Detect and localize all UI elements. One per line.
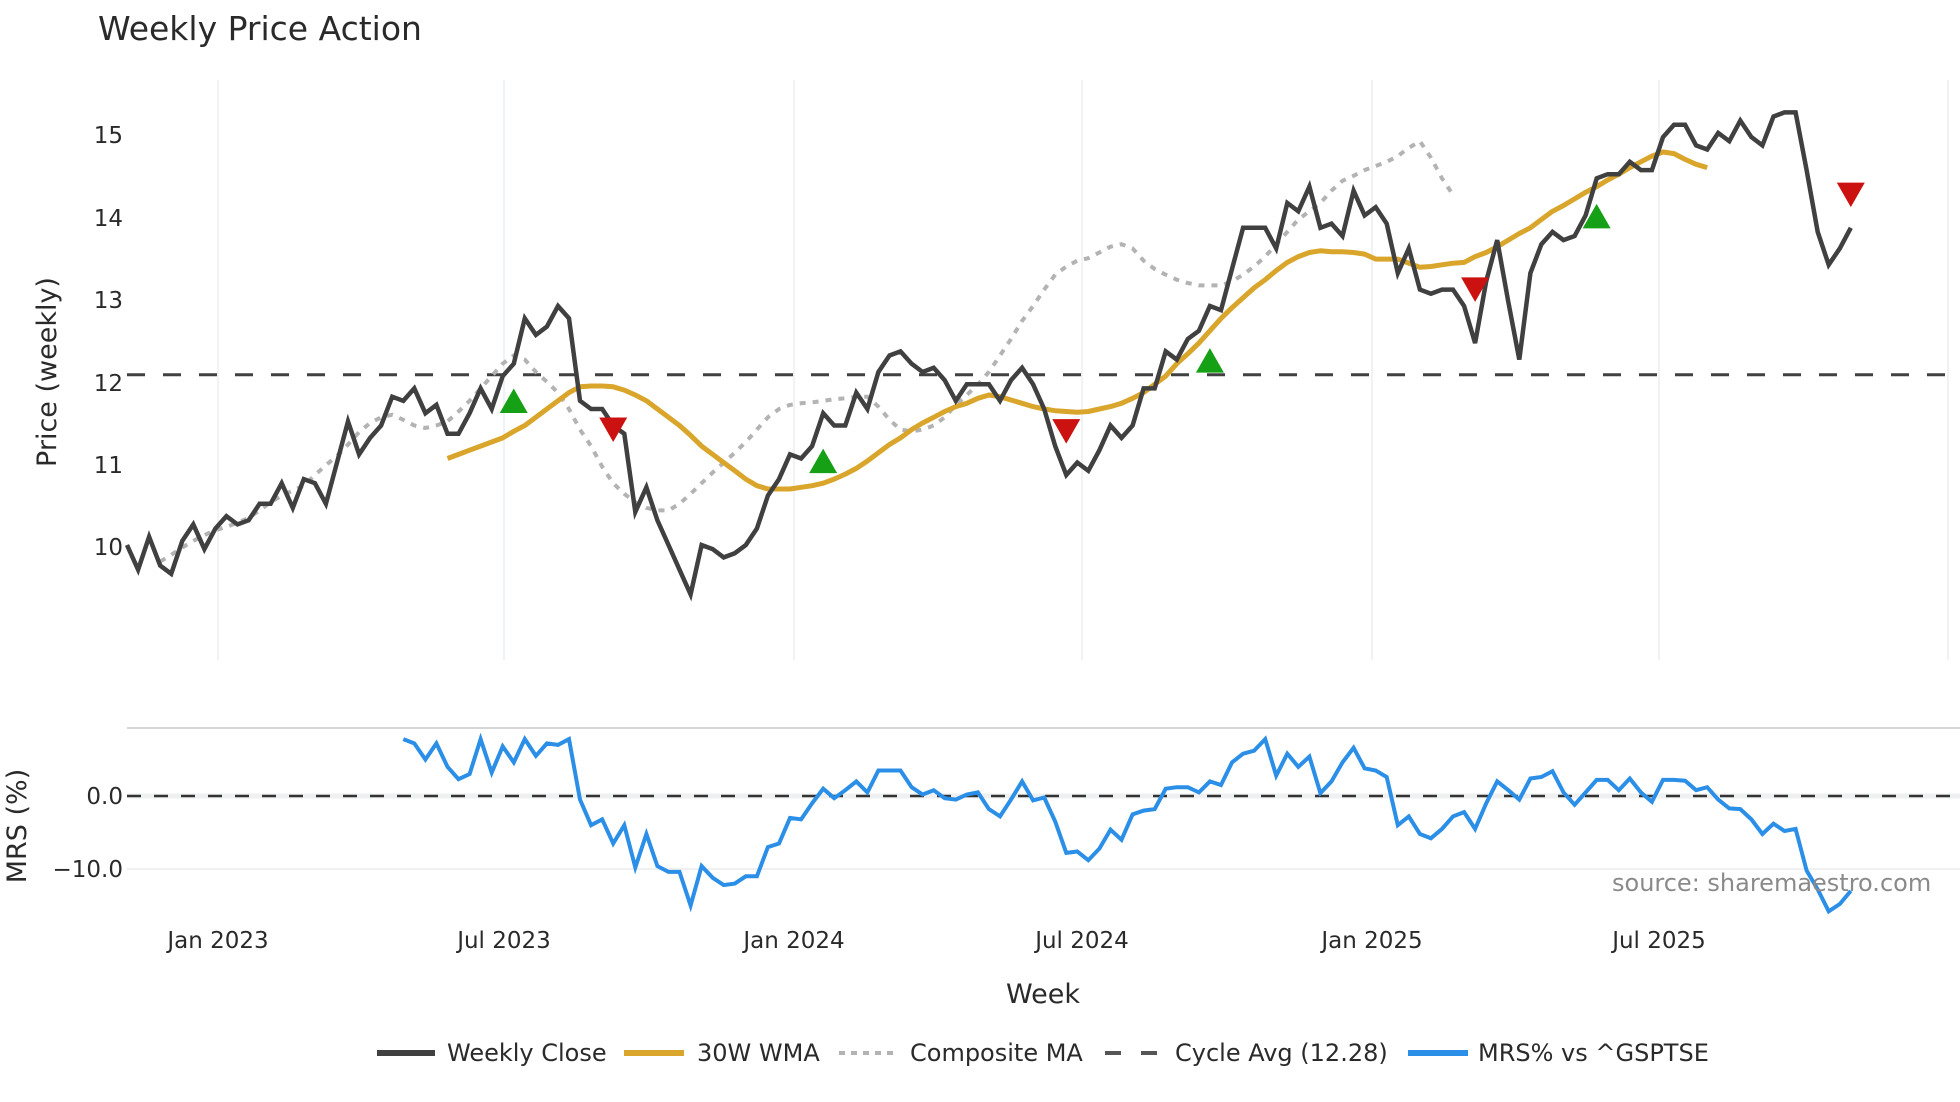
price-y-tick-13: 13 — [94, 288, 123, 314]
mrs-line — [402, 732, 1853, 915]
mrs-y-tick-0: 0.0 — [86, 784, 123, 810]
wma-30w-line — [446, 149, 1708, 492]
legend: Weekly Close 30W WMA Composite MA Cycle … — [377, 1039, 1709, 1067]
legend-label-weekly-close: Weekly Close — [447, 1039, 607, 1067]
legend-label-30w-wma: 30W WMA — [697, 1039, 820, 1067]
signal-markers — [499, 182, 1865, 474]
price-y-tick-14: 14 — [94, 206, 123, 232]
buy-signal-triangle-up-icon — [499, 388, 528, 413]
x-tick-jan-2025: Jan 2025 — [1319, 928, 1422, 954]
mrs-y-axis-label: MRS (%) — [2, 769, 33, 884]
buy-signal-triangle-up-icon — [809, 448, 838, 474]
price-y-tick-10: 10 — [94, 535, 123, 561]
chart-title: Weekly Price Action — [98, 9, 422, 48]
legend-item-30w-wma[interactable]: 30W WMA — [624, 1039, 820, 1067]
x-axis-ticks: Jan 2023 Jul 2023 Jan 2024 Jul 2024 Jan … — [165, 928, 1705, 954]
legend-label-composite-ma: Composite MA — [910, 1039, 1083, 1067]
buy-signal-triangle-up-icon — [1195, 348, 1224, 373]
legend-label-cycle-avg: Cycle Avg (12.28) — [1175, 1039, 1388, 1067]
price-y-tick-15: 15 — [94, 123, 123, 149]
legend-item-mrs[interactable]: MRS% vs ^GSPTSE — [1408, 1039, 1709, 1067]
legend-item-weekly-close[interactable]: Weekly Close — [377, 1039, 607, 1067]
mrs-y-tick-minus10: −10.0 — [53, 857, 123, 883]
sell-signal-triangle-down-icon — [1461, 277, 1490, 302]
price-y-ticks: 15 14 13 12 11 10 — [94, 123, 123, 561]
sell-signal-triangle-down-icon — [1836, 182, 1865, 208]
x-tick-jan-2023: Jan 2023 — [165, 928, 268, 954]
x-axis-label: Week — [1006, 979, 1080, 1010]
weekly-close-line — [124, 110, 1853, 602]
sell-signal-triangle-down-icon — [1052, 419, 1081, 444]
price-y-tick-11: 11 — [94, 453, 123, 479]
legend-item-composite-ma[interactable]: Composite MA — [839, 1039, 1083, 1067]
price-x-gridlines — [217, 80, 1949, 660]
x-tick-jul-2025: Jul 2025 — [1610, 928, 1706, 954]
price-y-axis-label: Price (weekly) — [32, 277, 63, 467]
legend-item-cycle-avg[interactable]: Cycle Avg (12.28) — [1105, 1039, 1388, 1067]
price-y-tick-12: 12 — [94, 371, 123, 397]
legend-label-mrs: MRS% vs ^GSPTSE — [1478, 1039, 1709, 1067]
composite-ma-line — [159, 138, 1455, 564]
x-tick-jan-2024: Jan 2024 — [741, 928, 844, 954]
sell-signal-triangle-down-icon — [599, 417, 628, 442]
buy-signal-triangle-up-icon — [1582, 203, 1611, 229]
x-tick-jul-2024: Jul 2024 — [1033, 928, 1129, 954]
source-annotation: source: sharemaestro.com — [1612, 869, 1931, 897]
x-tick-jul-2023: Jul 2023 — [455, 928, 551, 954]
